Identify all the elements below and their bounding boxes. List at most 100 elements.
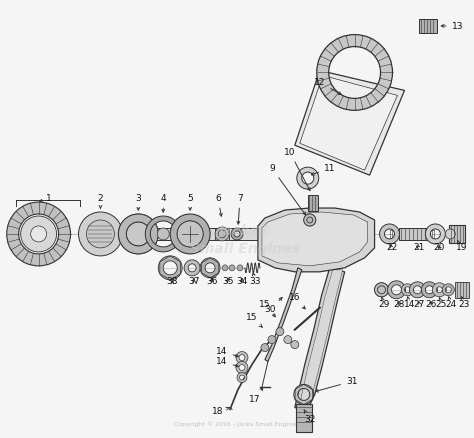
- Text: Jacks®
Small Engines: Jacks® Small Engines: [190, 224, 300, 256]
- Text: 15: 15: [259, 300, 275, 317]
- Circle shape: [276, 328, 284, 336]
- Polygon shape: [258, 208, 374, 272]
- Text: 37: 37: [188, 277, 200, 286]
- Circle shape: [79, 212, 122, 256]
- Text: 22: 22: [386, 244, 397, 252]
- Circle shape: [127, 222, 150, 246]
- Wedge shape: [432, 283, 447, 297]
- Bar: [456, 282, 469, 298]
- Bar: [140, 228, 260, 240]
- Circle shape: [237, 265, 243, 271]
- Wedge shape: [425, 224, 446, 244]
- Wedge shape: [374, 283, 389, 297]
- Wedge shape: [236, 361, 248, 374]
- Wedge shape: [410, 282, 425, 298]
- Polygon shape: [295, 71, 404, 175]
- Text: 32: 32: [304, 410, 316, 424]
- Text: 35: 35: [222, 277, 234, 286]
- Wedge shape: [146, 216, 181, 252]
- Text: 9: 9: [269, 164, 306, 215]
- Bar: [449, 225, 465, 243]
- Polygon shape: [262, 212, 367, 266]
- Text: 12: 12: [314, 78, 341, 95]
- Polygon shape: [295, 268, 345, 410]
- Wedge shape: [231, 228, 243, 240]
- Wedge shape: [388, 281, 405, 299]
- Wedge shape: [236, 352, 248, 364]
- Circle shape: [229, 265, 235, 271]
- Text: 29: 29: [379, 297, 390, 309]
- Text: 10: 10: [284, 148, 310, 191]
- Circle shape: [177, 221, 203, 247]
- Text: 6: 6: [215, 194, 222, 216]
- Text: 3: 3: [136, 194, 141, 210]
- Wedge shape: [304, 214, 316, 226]
- Bar: [419, 19, 438, 32]
- Text: 26: 26: [426, 300, 437, 309]
- Text: 36: 36: [206, 277, 218, 286]
- Text: 17: 17: [249, 388, 263, 404]
- Polygon shape: [300, 75, 398, 170]
- Circle shape: [261, 343, 269, 352]
- Text: 21: 21: [414, 244, 425, 252]
- Text: 28: 28: [394, 300, 405, 309]
- Wedge shape: [294, 385, 314, 404]
- Bar: [100, 222, 114, 246]
- Circle shape: [374, 283, 389, 297]
- Wedge shape: [200, 258, 220, 278]
- Text: 23: 23: [458, 297, 470, 309]
- Circle shape: [268, 336, 276, 343]
- Wedge shape: [317, 35, 392, 110]
- Wedge shape: [158, 256, 182, 280]
- Circle shape: [284, 336, 292, 343]
- Circle shape: [222, 265, 228, 271]
- Circle shape: [31, 226, 46, 242]
- Polygon shape: [300, 270, 343, 407]
- Text: 15: 15: [246, 313, 262, 327]
- Polygon shape: [265, 268, 302, 361]
- Wedge shape: [118, 214, 158, 254]
- Wedge shape: [215, 227, 229, 241]
- Text: Copyright © 2016 - Jacks Small Engines: Copyright © 2016 - Jacks Small Engines: [174, 421, 300, 427]
- Text: 16: 16: [289, 293, 305, 309]
- Text: 34: 34: [237, 277, 248, 286]
- Text: 14: 14: [404, 297, 415, 309]
- Text: 14: 14: [216, 347, 238, 357]
- Text: 2: 2: [98, 194, 103, 208]
- Wedge shape: [7, 202, 71, 266]
- Circle shape: [304, 214, 316, 226]
- Text: 27: 27: [414, 300, 425, 309]
- Circle shape: [86, 220, 114, 248]
- Bar: [215, 228, 229, 240]
- Text: 14: 14: [216, 357, 238, 367]
- Circle shape: [21, 216, 56, 252]
- Text: 11: 11: [311, 164, 336, 175]
- Wedge shape: [380, 224, 400, 244]
- Text: 33: 33: [249, 273, 261, 286]
- Wedge shape: [421, 282, 438, 298]
- Text: 24: 24: [446, 297, 457, 309]
- Text: 7: 7: [237, 194, 243, 224]
- Bar: [400, 228, 428, 240]
- Circle shape: [446, 229, 456, 239]
- Text: 38: 38: [166, 277, 178, 286]
- Wedge shape: [442, 284, 454, 296]
- Wedge shape: [170, 214, 210, 254]
- Text: 4: 4: [160, 194, 166, 212]
- Text: 13: 13: [441, 22, 463, 31]
- Wedge shape: [297, 167, 319, 189]
- Text: 18: 18: [212, 407, 229, 416]
- Wedge shape: [237, 372, 247, 382]
- Wedge shape: [401, 284, 413, 296]
- Text: 20: 20: [434, 244, 445, 252]
- Text: 5: 5: [187, 194, 193, 210]
- Wedge shape: [184, 260, 200, 276]
- Text: 31: 31: [316, 377, 357, 392]
- Wedge shape: [118, 214, 158, 254]
- Circle shape: [291, 341, 299, 349]
- Text: 25: 25: [436, 297, 447, 309]
- Circle shape: [157, 228, 169, 240]
- Text: 19: 19: [456, 240, 467, 252]
- Text: 30: 30: [264, 297, 282, 314]
- Text: 1: 1: [40, 194, 52, 202]
